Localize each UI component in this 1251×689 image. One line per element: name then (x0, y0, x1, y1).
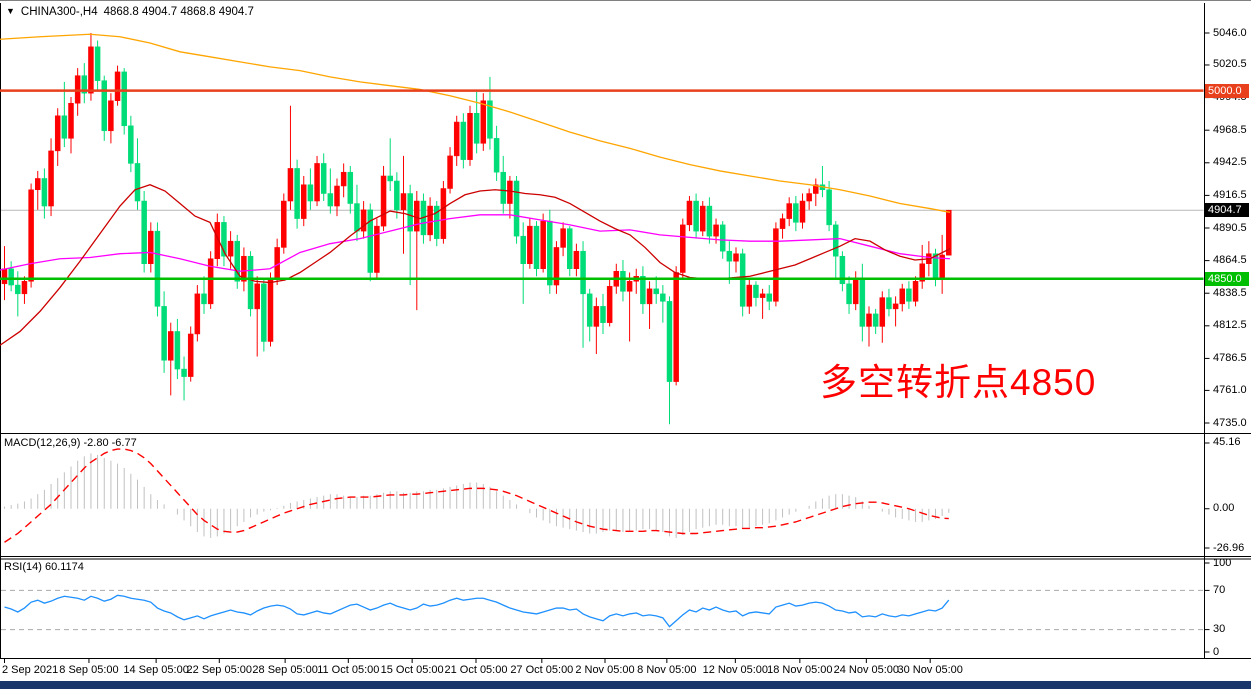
symbol-timeframe-label: CHINA300-,H4 (20, 6, 98, 18)
ohlc-values: 4868.8 4904.7 4868.8 4904.7 (103, 6, 254, 18)
time-axis-label: 8 Sep 05:00 (59, 664, 119, 676)
macd-name: MACD(12,26,9) (4, 437, 81, 449)
rsi-axis-label: 0 (1213, 645, 1220, 658)
rsi-axis-label: 70 (1213, 583, 1226, 596)
macd-indicator-label: MACD(12,26,9) -2.80 -6.77 (4, 437, 137, 449)
chart-annotation-text: 多空转折点4850 (820, 362, 1097, 403)
price-axis-label: 4968.5 (1213, 123, 1247, 136)
time-axis-label: 11 Oct 05:00 (317, 664, 380, 676)
time-axis-label: 18 Nov 05:00 (767, 664, 833, 676)
rsi-indicator-label: RSI(14) 60.1174 (4, 561, 84, 573)
rsi-axis-label: 30 (1213, 623, 1226, 636)
time-axis-label: 30 Nov 05:00 (897, 664, 963, 676)
time-axis-label: 2 Nov 05:00 (575, 664, 635, 676)
time-axis-label: 22 Sep 05:00 (186, 664, 253, 676)
macd-axis-label: 45.16 (1213, 436, 1241, 449)
time-axis-label: 28 Sep 05:00 (252, 664, 318, 676)
price-axis-label: 4864.5 (1213, 254, 1247, 267)
macd-axis-label: -26.96 (1213, 541, 1245, 554)
price-axis-label: 5020.5 (1213, 58, 1247, 71)
price-axis-label: 4786.5 (1213, 351, 1247, 364)
price-axis-label: 5046.0 (1213, 26, 1247, 39)
price-axis-label: 4812.5 (1213, 319, 1247, 332)
price-level-badge-5000: 5000.0 (1205, 83, 1249, 98)
rsi-name: RSI(14) (4, 561, 42, 573)
time-axis-label: 8 Nov 05:00 (637, 664, 697, 676)
price-axis-label: 4761.0 (1213, 383, 1247, 396)
price-axis-label: 4838.5 (1213, 286, 1247, 299)
price-axis-label: 4942.5 (1213, 156, 1247, 169)
taskbar-strip (0, 681, 1251, 689)
time-axis-label: 27 Oct 05:00 (510, 664, 574, 676)
macd-values: -2.80 -6.77 (83, 437, 137, 449)
time-axis-label: 15 Oct 05:00 (380, 664, 444, 676)
rsi-value: 60.1174 (44, 561, 84, 573)
rsi-axis-label: 100 (1213, 556, 1232, 569)
price-axis-label: 4735.0 (1213, 416, 1247, 429)
price-axis-label: 4890.5 (1213, 221, 1247, 234)
current-price-badge: 4904.7 (1205, 203, 1249, 218)
chart-title-bar: ▼ CHINA300-,H4 4868.8 4904.7 4868.8 4904… (6, 6, 254, 18)
price-axis-label: 4916.5 (1213, 188, 1247, 201)
time-axis[interactable] (0, 659, 1204, 681)
macd-axis-label: 0.00 (1213, 502, 1235, 515)
chevron-down-icon[interactable]: ▼ (6, 6, 15, 16)
time-axis-label: 21 Oct 05:00 (444, 664, 508, 676)
time-axis-label: 12 Nov 05:00 (702, 664, 769, 676)
time-axis-label: 2 Sep 2021 (2, 664, 59, 676)
time-axis-label: 24 Nov 05:00 (833, 664, 900, 676)
price-level-badge-4850: 4850.0 (1205, 271, 1249, 286)
time-axis-label: 14 Sep 05:00 (123, 664, 189, 676)
